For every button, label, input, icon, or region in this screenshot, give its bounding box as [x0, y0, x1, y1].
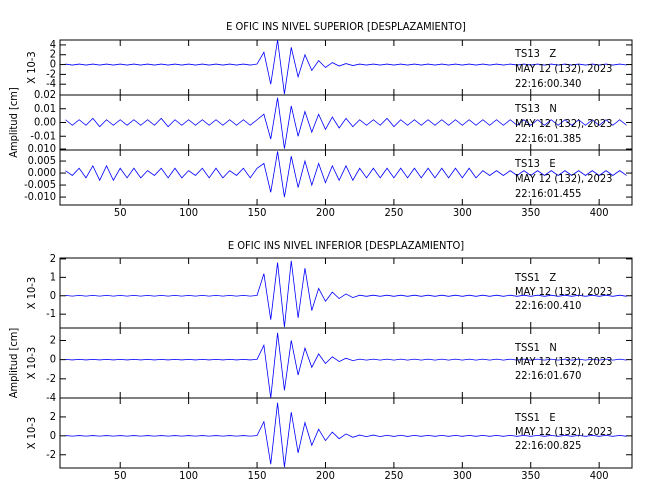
- y-tick-label: -0.005: [24, 178, 56, 191]
- x-tick-label: 300: [453, 469, 472, 482]
- y-tick-label: 2: [50, 48, 56, 61]
- trace-name: TS13 E: [514, 157, 556, 170]
- trace-name: TS13 N: [514, 102, 557, 115]
- chart-title: E OFIC INS NIVEL INFERIOR [DESPLAZAMIENT…: [228, 239, 464, 252]
- y-tick-label: 0.005: [28, 154, 56, 167]
- y-tick-label: -1: [46, 307, 56, 320]
- waveform: [65, 151, 627, 198]
- waveform: [65, 402, 627, 468]
- y-tick-label: -4: [46, 391, 56, 404]
- x-tick-label: 250: [384, 206, 403, 219]
- trace-name: TS13 Z: [514, 47, 556, 60]
- y-tick-label: -2: [46, 67, 56, 80]
- x-tick-label: 250: [384, 469, 403, 482]
- trace-time: 22:16:00.340: [515, 77, 581, 90]
- trace-name: TSS1 N: [514, 341, 557, 354]
- y-axis-label: Amplitud [cm]: [7, 328, 20, 399]
- panel-frame: [59, 149, 633, 206]
- y-tick-label: 2: [50, 410, 56, 423]
- y-tick-label: -4: [46, 77, 56, 90]
- trace-time: 22:16:00.410: [515, 299, 581, 312]
- trace-date: MAY 12 (132), 2023: [515, 425, 612, 438]
- x-tick-label: 150: [248, 469, 267, 482]
- y-tick-label: -2: [46, 372, 56, 385]
- trace-date: MAY 12 (132), 2023: [515, 285, 612, 298]
- trace-date: MAY 12 (132), 2023: [515, 172, 612, 185]
- y-axis-label: Amplitud [cm]: [7, 87, 20, 158]
- y-tick-label: 0.010: [28, 142, 56, 155]
- y-tick-label: 0.00: [34, 116, 56, 129]
- x-tick-label: 350: [521, 469, 540, 482]
- x-tick-label: 200: [316, 206, 335, 219]
- x-tick-label: 150: [248, 206, 267, 219]
- scale-label: X 10-3: [25, 51, 38, 83]
- scale-label: X 10-3: [25, 277, 38, 309]
- waveform: [65, 332, 627, 399]
- waveform: [65, 97, 627, 149]
- y-tick-label: 2: [50, 333, 56, 346]
- y-tick-label: 0: [50, 289, 56, 302]
- scale-label: X 10-3: [25, 347, 38, 379]
- trace-name: TSS1 Z: [514, 271, 556, 284]
- x-tick-label: 100: [179, 206, 198, 219]
- y-tick-label: 0.000: [28, 166, 56, 179]
- x-tick-label: 50: [114, 206, 127, 219]
- trace-time: 22:16:01.670: [515, 369, 581, 382]
- x-tick-label: 50: [114, 469, 127, 482]
- y-tick-label: -0.010: [24, 190, 56, 203]
- trace-date: MAY 12 (132), 2023: [515, 62, 612, 75]
- y-tick-label: 0.01: [34, 102, 56, 115]
- y-tick-label: 1: [50, 270, 56, 283]
- trace-date: MAY 12 (132), 2023: [515, 355, 612, 368]
- y-tick-label: 0: [50, 353, 56, 366]
- trace-time: 22:16:01.455: [515, 187, 581, 200]
- x-tick-label: 300: [453, 206, 472, 219]
- x-tick-label: 200: [316, 469, 335, 482]
- x-tick-label: 350: [521, 206, 540, 219]
- trace-date: MAY 12 (132), 2023: [515, 117, 612, 130]
- y-tick-label: 0: [50, 429, 56, 442]
- y-tick-label: 2: [50, 252, 56, 265]
- y-tick-label: -0.01: [30, 129, 56, 142]
- panel-frame: [59, 397, 633, 469]
- x-tick-label: 100: [179, 469, 198, 482]
- waveform: [65, 260, 627, 328]
- scale-label: X 10-3: [25, 417, 38, 449]
- y-tick-label: 0.02: [34, 88, 56, 101]
- trace-time: 22:16:00.825: [515, 439, 581, 452]
- chart-title: E OFIC INS NIVEL SUPERIOR [DESPLAZAMIENT…: [226, 20, 466, 33]
- waveform: [65, 39, 627, 95]
- y-tick-label: 4: [50, 38, 56, 51]
- trace-time: 22:16:01.385: [515, 132, 581, 145]
- x-tick-label: 400: [590, 206, 609, 219]
- x-tick-label: 400: [590, 469, 609, 482]
- trace-name: TSS1 E: [514, 411, 556, 424]
- y-tick-label: 0: [50, 58, 56, 71]
- y-tick-label: -2: [46, 448, 56, 461]
